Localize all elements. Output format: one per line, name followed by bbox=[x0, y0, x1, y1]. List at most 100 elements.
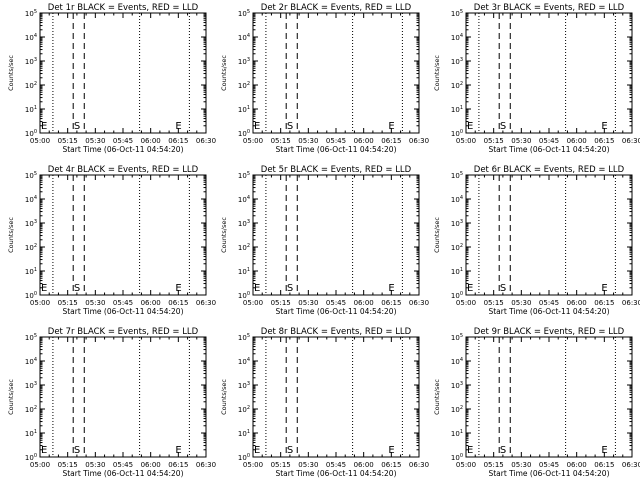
panel-4: Det 4r BLACK = Events, RED = LLD Counts/s… bbox=[7, 165, 216, 316]
y-tick-label: 103 bbox=[238, 381, 250, 390]
x-tick-label: 06:15 bbox=[381, 461, 401, 469]
x-tick-label: 05:30 bbox=[85, 137, 105, 145]
x-axis-label: Start Time (06-Oct-11 04:54:20) bbox=[62, 469, 183, 478]
annotation-e: E bbox=[467, 121, 473, 132]
y-axis-label: Counts/sec bbox=[433, 217, 441, 253]
annotation-e: E bbox=[601, 445, 607, 456]
x-tick-label: 05:15 bbox=[484, 299, 504, 307]
y-tick-label: 100 bbox=[238, 291, 250, 300]
x-tick-label: 05:45 bbox=[539, 137, 559, 145]
y-tick-label: 102 bbox=[238, 405, 250, 414]
y-tick-label: 103 bbox=[238, 57, 250, 66]
y-tick-label: 104 bbox=[25, 357, 37, 366]
panel-title: Det 9r BLACK = Events, RED = LLD bbox=[474, 327, 625, 337]
y-tick-label: 101 bbox=[238, 267, 250, 276]
plot-frame bbox=[39, 174, 207, 296]
x-axis-label: Start Time (06-Oct-11 04:54:20) bbox=[275, 469, 396, 478]
x-tick-label: 06:00 bbox=[354, 137, 374, 145]
plot-frame bbox=[39, 336, 207, 458]
x-axis-label: Start Time (06-Oct-11 04:54:20) bbox=[488, 307, 609, 316]
panel-title: Det 6r BLACK = Events, RED = LLD bbox=[474, 165, 625, 175]
annotation-s: S bbox=[500, 445, 506, 456]
x-tick-label: 05:30 bbox=[511, 137, 531, 145]
y-tick-label: 103 bbox=[451, 57, 463, 66]
x-tick-label: 06:15 bbox=[594, 137, 614, 145]
panel-title: Det 8r BLACK = Events, RED = LLD bbox=[261, 327, 412, 337]
x-tick-label: 05:00 bbox=[30, 299, 50, 307]
y-axis-label: Counts/sec bbox=[220, 55, 228, 91]
x-tick-label: 05:45 bbox=[326, 137, 346, 145]
annotation-e: E bbox=[41, 445, 47, 456]
x-tick-label: 06:15 bbox=[594, 299, 614, 307]
y-tick-label: 104 bbox=[25, 33, 37, 42]
y-tick-label: 105 bbox=[25, 333, 37, 342]
y-axis-label: Counts/sec bbox=[7, 217, 15, 253]
y-tick-label: 105 bbox=[451, 9, 463, 18]
annotation-e: E bbox=[41, 121, 47, 132]
y-axis-label: Counts/sec bbox=[7, 55, 15, 91]
x-axis-label: Start Time (06-Oct-11 04:54:20) bbox=[275, 145, 396, 154]
x-tick-label: 06:30 bbox=[409, 299, 429, 307]
x-tick-label: 05:45 bbox=[113, 137, 133, 145]
x-tick-label: 05:30 bbox=[85, 299, 105, 307]
x-tick-label: 05:30 bbox=[85, 461, 105, 469]
plot-frame bbox=[465, 12, 633, 134]
y-tick-label: 103 bbox=[25, 57, 37, 66]
y-tick-label: 104 bbox=[238, 195, 250, 204]
x-tick-label: 06:00 bbox=[354, 299, 374, 307]
plot-frame bbox=[465, 174, 633, 296]
x-tick-label: 05:45 bbox=[539, 461, 559, 469]
plot-frame bbox=[252, 336, 420, 458]
annotation-e: E bbox=[601, 283, 607, 294]
x-tick-label: 05:15 bbox=[58, 137, 78, 145]
annotation-e: E bbox=[254, 283, 260, 294]
x-tick-label: 06:30 bbox=[622, 299, 640, 307]
x-tick-label: 05:15 bbox=[484, 461, 504, 469]
y-tick-label: 101 bbox=[25, 267, 37, 276]
x-tick-label: 06:00 bbox=[141, 299, 161, 307]
annotation-e: E bbox=[254, 121, 260, 132]
y-tick-label: 105 bbox=[238, 9, 250, 18]
x-tick-label: 05:30 bbox=[511, 461, 531, 469]
annotation-e: E bbox=[388, 283, 394, 294]
x-tick-label: 06:15 bbox=[381, 299, 401, 307]
x-tick-label: 05:45 bbox=[326, 461, 346, 469]
x-tick-label: 06:00 bbox=[141, 461, 161, 469]
y-tick-label: 101 bbox=[25, 429, 37, 438]
x-tick-label: 05:00 bbox=[456, 461, 476, 469]
y-axis-label: Counts/sec bbox=[220, 217, 228, 253]
x-tick-label: 05:15 bbox=[58, 461, 78, 469]
y-tick-label: 105 bbox=[238, 171, 250, 180]
plot-frame bbox=[252, 12, 420, 134]
y-tick-label: 101 bbox=[238, 105, 250, 114]
x-tick-label: 06:00 bbox=[567, 299, 587, 307]
x-tick-label: 05:00 bbox=[243, 137, 263, 145]
plot-frame bbox=[39, 12, 207, 134]
x-tick-label: 06:15 bbox=[381, 137, 401, 145]
y-tick-label: 102 bbox=[451, 405, 463, 414]
y-tick-label: 102 bbox=[451, 81, 463, 90]
y-tick-label: 104 bbox=[451, 195, 463, 204]
y-tick-label: 104 bbox=[25, 195, 37, 204]
y-tick-label: 104 bbox=[238, 357, 250, 366]
annotation-e: E bbox=[175, 445, 181, 456]
x-tick-label: 05:15 bbox=[271, 137, 291, 145]
y-tick-label: 103 bbox=[238, 219, 250, 228]
y-tick-label: 100 bbox=[238, 129, 250, 138]
x-axis-label: Start Time (06-Oct-11 04:54:20) bbox=[62, 307, 183, 316]
x-tick-label: 05:45 bbox=[113, 461, 133, 469]
y-tick-label: 101 bbox=[451, 105, 463, 114]
y-tick-label: 104 bbox=[451, 33, 463, 42]
panel-title: Det 2r BLACK = Events, RED = LLD bbox=[261, 3, 412, 13]
x-tick-label: 05:30 bbox=[298, 137, 318, 145]
y-tick-label: 103 bbox=[451, 219, 463, 228]
y-tick-label: 101 bbox=[238, 429, 250, 438]
panel-title: Det 1r BLACK = Events, RED = LLD bbox=[48, 3, 199, 13]
x-tick-label: 06:15 bbox=[594, 461, 614, 469]
plot-frame bbox=[465, 336, 633, 458]
y-tick-label: 103 bbox=[451, 381, 463, 390]
x-tick-label: 05:45 bbox=[326, 299, 346, 307]
annotation-e: E bbox=[467, 283, 473, 294]
panel-9: Det 9r BLACK = Events, RED = LLD Counts/s… bbox=[433, 327, 640, 478]
